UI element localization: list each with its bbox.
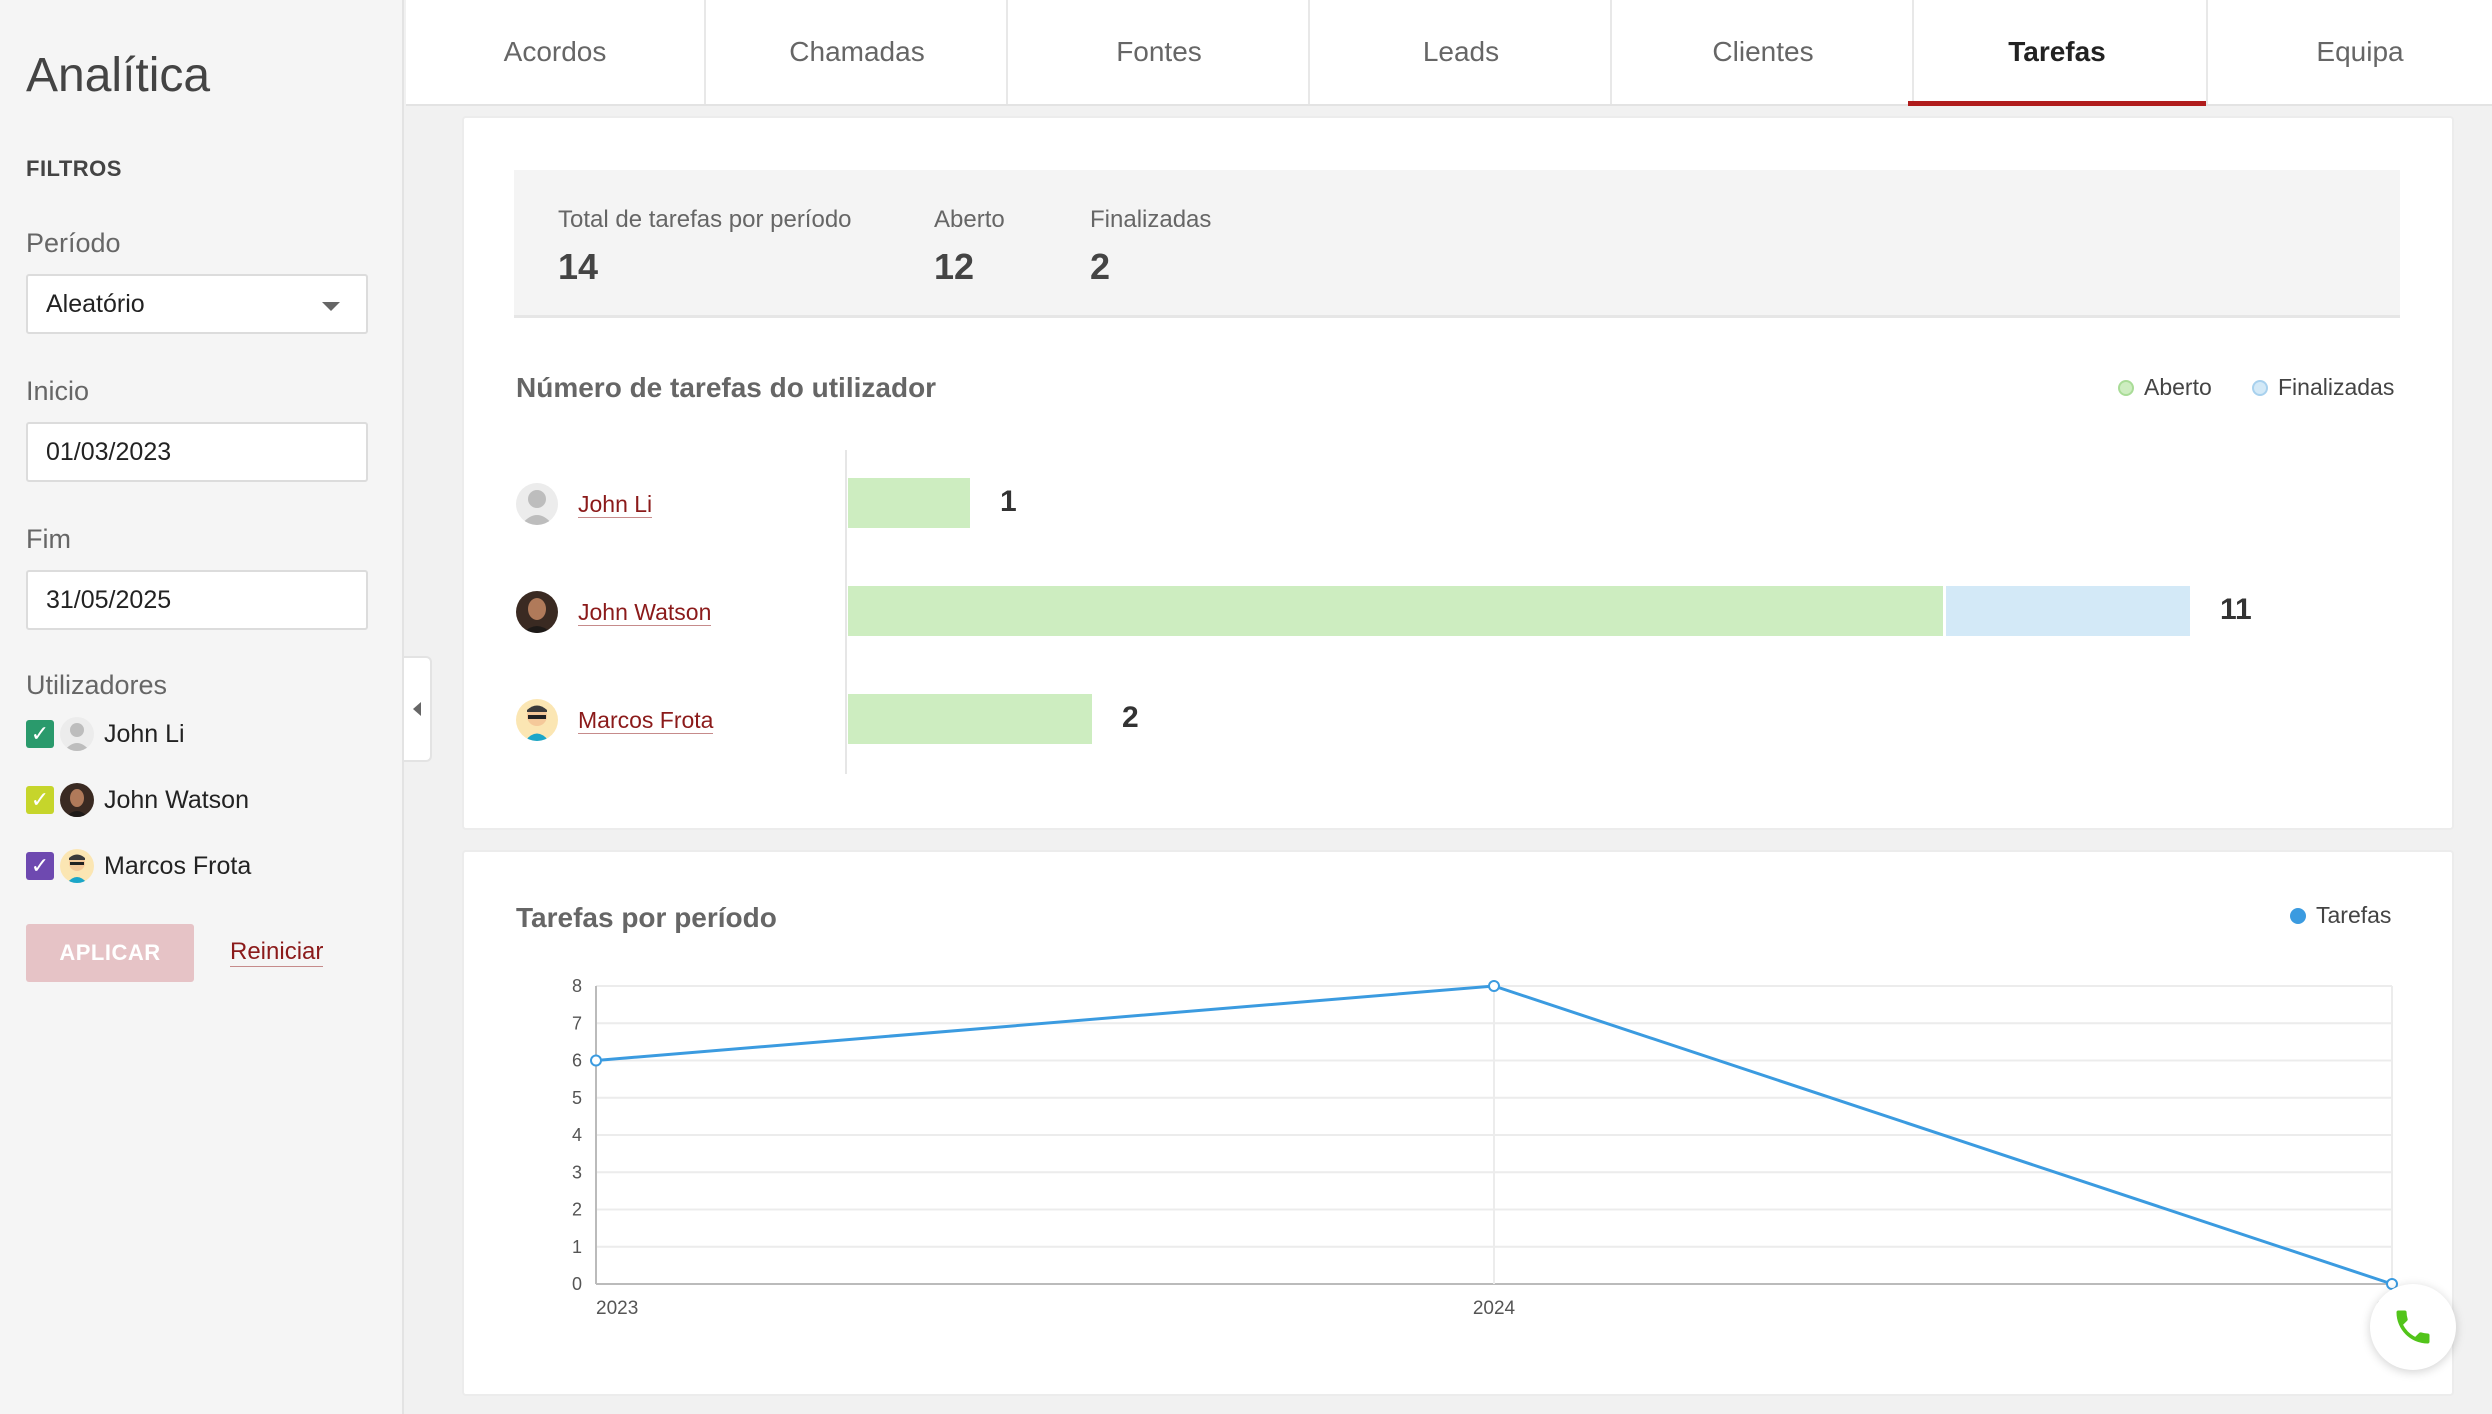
user-filter-label: Marcos Frota [104, 851, 252, 880]
y-tick-label: 6 [572, 1051, 582, 1071]
checkbox-john-li[interactable]: ✓ [26, 720, 54, 748]
filters-heading: FILTROS [26, 156, 122, 181]
user-filter-label: John Watson [104, 785, 249, 814]
bar-segment-open[interactable] [848, 478, 970, 528]
checkbox-john-watson[interactable]: ✓ [26, 786, 54, 814]
page-title: Analítica [26, 49, 211, 102]
call-button[interactable] [2370, 1284, 2456, 1370]
user-link[interactable]: Marcos Frota [578, 706, 714, 734]
period-label: Período [26, 228, 121, 258]
chevron-down-icon [322, 302, 340, 311]
legend-label: Aberto [2144, 374, 2212, 400]
user-filter-john-li[interactable]: ✓ John Li [26, 714, 185, 754]
stat-finished: Finalizadas 2 [1090, 206, 1211, 288]
avatar [60, 849, 94, 883]
filters-sidebar: Analítica FILTROS Período Aleatório Inic… [0, 0, 404, 1414]
period-select[interactable]: Aleatório [26, 274, 368, 334]
avatar [516, 483, 558, 525]
user-filter-label: John Li [104, 719, 185, 748]
end-date-label: Fim [26, 524, 71, 554]
tab-fontes[interactable]: Fontes [1010, 0, 1310, 104]
legend-finished[interactable]: Finalizadas [2252, 374, 2394, 401]
data-point [1488, 980, 1500, 992]
users-label: Utilizadores [26, 670, 168, 700]
legend-swatch [2290, 907, 2306, 924]
period-card [462, 850, 2454, 1396]
phone-icon [2396, 1310, 2430, 1344]
tab-equipa[interactable]: Equipa [2316, 36, 2404, 67]
x-tick-label: 2024 [1473, 1298, 1516, 1319]
start-date-field[interactable]: 01/03/2023 [26, 422, 368, 482]
bar-total-label: 1 [1000, 485, 1017, 518]
stat-value: 12 [934, 246, 975, 287]
y-tick-label: 7 [572, 1013, 582, 1033]
bar-user-john-li: John Li [516, 482, 653, 526]
period-line-chart: 01234567820232024202 [572, 976, 2408, 1319]
apply-button[interactable]: APLICAR [26, 924, 194, 982]
stat-label: Aberto [934, 206, 1005, 233]
avatar [516, 699, 558, 741]
chevron-left-icon [413, 702, 421, 716]
start-date-label: Inicio [26, 376, 90, 406]
legend-tarefas[interactable]: Tarefas [2290, 902, 2391, 929]
tab-chamadas[interactable]: Chamadas [708, 0, 1008, 104]
bar-segment-open[interactable] [848, 694, 1092, 744]
bar-total-label: 11 [2220, 593, 2252, 626]
summary-panel: Total de tarefas por período 14 Aberto 1… [514, 170, 2400, 318]
bar-user-marcos-frota: Marcos Frota [516, 698, 714, 742]
data-point [590, 1054, 602, 1067]
user-tasks-title: Número de tarefas do utilizador [516, 372, 937, 403]
user-link[interactable]: John Watson [578, 598, 712, 626]
tab-clientes[interactable]: Clientes [1614, 0, 1914, 104]
bar-chart-axis [845, 450, 847, 774]
y-tick-label: 8 [572, 976, 582, 996]
tab-leads[interactable]: Leads [1312, 0, 1612, 104]
user-filter-marcos-frota[interactable]: ✓ Marcos Frota [26, 846, 251, 886]
stat-value: 14 [558, 246, 599, 287]
stat-value: 2 [1090, 246, 1111, 287]
stat-label: Finalizadas [1090, 206, 1212, 233]
y-tick-label: 1 [572, 1237, 582, 1257]
y-tick-label: 3 [572, 1162, 582, 1182]
legend-swatch [2252, 379, 2268, 396]
bar-user-john-watson: John Watson [516, 590, 712, 634]
sidebar-collapse-toggle[interactable] [404, 656, 432, 762]
bar-segment-finished[interactable] [1946, 586, 2190, 636]
y-tick-label: 4 [572, 1125, 582, 1145]
user-filter-john-watson[interactable]: ✓ John Watson [26, 780, 249, 820]
end-date-value: 31/05/2025 [46, 585, 172, 614]
start-date-value: 01/03/2023 [46, 437, 172, 466]
user-link[interactable]: John Li [578, 490, 653, 518]
tab-tarefas[interactable]: Tarefas [1908, 0, 2208, 106]
period-select-value: Aleatório [46, 289, 145, 318]
y-tick-label: 5 [572, 1088, 582, 1108]
legend-open[interactable]: Aberto [2118, 374, 2212, 401]
period-chart-title: Tarefas por período [516, 902, 777, 933]
avatar [516, 591, 558, 633]
stat-open: Aberto 12 [934, 206, 1005, 288]
avatar [60, 783, 94, 817]
x-tick-label: 2023 [596, 1298, 638, 1319]
y-tick-label: 0 [572, 1274, 582, 1294]
y-tick-label: 2 [572, 1200, 582, 1220]
checkbox-marcos-frota[interactable]: ✓ [26, 852, 54, 880]
tab-acordos[interactable]: Acordos [406, 0, 706, 104]
legend-swatch [2118, 379, 2134, 396]
bar-total-label: 2 [1122, 701, 1139, 734]
end-date-field[interactable]: 31/05/2025 [26, 570, 368, 630]
legend-label: Tarefas [2316, 902, 2392, 928]
bar-segment-open[interactable] [848, 586, 1943, 636]
avatar [60, 717, 94, 751]
stat-label: Total de tarefas por período [558, 206, 852, 233]
reset-link[interactable]: Reiniciar [230, 938, 324, 967]
legend-label: Finalizadas [2278, 374, 2395, 400]
tab-bar: Acordos Chamadas Fontes Leads Clientes T… [406, 0, 2492, 106]
stat-total: Total de tarefas por período 14 [558, 206, 852, 288]
